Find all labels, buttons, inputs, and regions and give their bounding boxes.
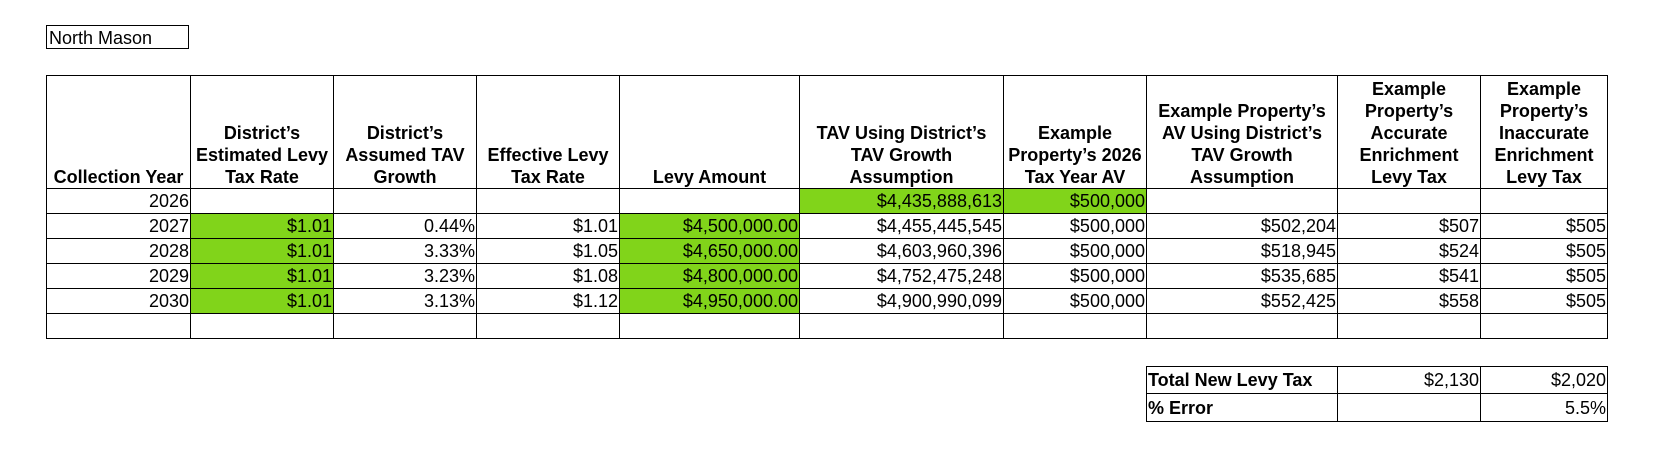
table-row: 2030 $1.01 3.13% $1.12 $4,950,000.00 $4,900,9…: [46, 288, 1608, 314]
table-cell[interactable]: $1.01: [190, 238, 334, 264]
table-cell[interactable]: 3.13%: [333, 288, 477, 314]
table-cell[interactable]: 2030: [46, 288, 191, 314]
table-cell[interactable]: $505: [1480, 238, 1608, 264]
table-cell[interactable]: $505: [1480, 263, 1608, 289]
table-cell[interactable]: $4,800,000.00: [619, 263, 800, 289]
table-cell[interactable]: $4,900,990,099: [799, 288, 1004, 314]
table-cell[interactable]: $1.01: [476, 213, 620, 239]
table-cell[interactable]: [46, 313, 191, 339]
totals-cell[interactable]: $2,020: [1480, 366, 1608, 394]
column-header[interactable]: Levy Amount: [619, 75, 800, 189]
column-header[interactable]: TAV Using District’s TAV Growth Assumpti…: [799, 75, 1004, 189]
table-cell[interactable]: $4,435,888,613: [799, 188, 1004, 214]
table-cell[interactable]: [1146, 313, 1338, 339]
table-cell[interactable]: 2029: [46, 263, 191, 289]
table-cell[interactable]: 2028: [46, 238, 191, 264]
column-header[interactable]: Effective Levy Tax Rate: [476, 75, 620, 189]
column-header[interactable]: Example Property’s Inaccurate Enrichment…: [1480, 75, 1608, 189]
column-header[interactable]: Example Property’s AV Using District’s T…: [1146, 75, 1338, 189]
table-cell[interactable]: [1337, 188, 1481, 214]
table-cell[interactable]: [333, 313, 477, 339]
table-cell[interactable]: [619, 188, 800, 214]
table-cell[interactable]: $505: [1480, 213, 1608, 239]
table-row: 2029 $1.01 3.23% $1.08 $4,800,000.00 $4,752,4…: [46, 263, 1608, 289]
table-cell[interactable]: $1.05: [476, 238, 620, 264]
table-cell[interactable]: 2027: [46, 213, 191, 239]
table-cell[interactable]: $524: [1337, 238, 1481, 264]
table-cell[interactable]: $500,000: [1003, 238, 1147, 264]
table-cell[interactable]: [476, 188, 620, 214]
table-cell[interactable]: [476, 313, 620, 339]
table-cell[interactable]: [190, 188, 334, 214]
totals-cell[interactable]: [1337, 393, 1481, 422]
table-cell[interactable]: $4,455,445,545: [799, 213, 1004, 239]
column-header[interactable]: District’s Assumed TAV Growth: [333, 75, 477, 189]
table-cell[interactable]: $558: [1337, 288, 1481, 314]
table-cell[interactable]: $535,685: [1146, 263, 1338, 289]
table-cell[interactable]: 2026: [46, 188, 191, 214]
table-row: 2026 $4,435,888,613 $500,000: [46, 188, 1608, 214]
table-cell[interactable]: [619, 313, 800, 339]
table-cell[interactable]: 0.44%: [333, 213, 477, 239]
levy-table: Collection Year District’s Estimated Levy…: [46, 75, 1608, 339]
table-cell[interactable]: $4,603,960,396: [799, 238, 1004, 264]
column-header[interactable]: District’s Estimated Levy Tax Rate: [190, 75, 334, 189]
table-cell[interactable]: $4,500,000.00: [619, 213, 800, 239]
table-cell[interactable]: $502,204: [1146, 213, 1338, 239]
table-cell[interactable]: [799, 313, 1004, 339]
table-cell[interactable]: [1003, 313, 1147, 339]
table-cell[interactable]: $4,950,000.00: [619, 288, 800, 314]
totals-row: Total New Levy Tax $2,130 $2,020: [1146, 366, 1608, 394]
table-cell[interactable]: $507: [1337, 213, 1481, 239]
column-header[interactable]: Example Property’s 2026 Tax Year AV: [1003, 75, 1147, 189]
table-cell[interactable]: $1.01: [190, 213, 334, 239]
table-cell[interactable]: $500,000: [1003, 288, 1147, 314]
table-cell[interactable]: [1337, 313, 1481, 339]
header-row: Collection Year District’s Estimated Levy…: [46, 75, 1608, 189]
table-cell[interactable]: $500,000: [1003, 263, 1147, 289]
table-cell[interactable]: $4,650,000.00: [619, 238, 800, 264]
table-cell[interactable]: $1.01: [190, 263, 334, 289]
totals-row: % Error 5.5%: [1146, 393, 1608, 422]
table-cell[interactable]: 3.33%: [333, 238, 477, 264]
table-row: 2028 $1.01 3.33% $1.05 $4,650,000.00 $4,603,9…: [46, 238, 1608, 264]
totals-label[interactable]: Total New Levy Tax: [1146, 366, 1338, 394]
totals-cell[interactable]: 5.5%: [1480, 393, 1608, 422]
column-header[interactable]: Collection Year: [46, 75, 191, 189]
table-cell[interactable]: [333, 188, 477, 214]
totals-cell[interactable]: $2,130: [1337, 366, 1481, 394]
totals-label[interactable]: % Error: [1146, 393, 1338, 422]
table-cell[interactable]: $500,000: [1003, 188, 1147, 214]
table-cell[interactable]: $500,000: [1003, 213, 1147, 239]
table-row: 2027 $1.01 0.44% $1.01 $4,500,000.00 $4,455,4…: [46, 213, 1608, 239]
table-cell[interactable]: $1.12: [476, 288, 620, 314]
table-cell[interactable]: [1480, 188, 1608, 214]
totals-table: Total New Levy Tax $2,130 $2,020% Error 5.5…: [1146, 366, 1608, 422]
table-cell[interactable]: $518,945: [1146, 238, 1338, 264]
district-name-cell[interactable]: North Mason: [46, 25, 189, 49]
column-header[interactable]: Example Property’s Accurate Enrichment L…: [1337, 75, 1481, 189]
table-cell[interactable]: 3.23%: [333, 263, 477, 289]
table-cell[interactable]: $552,425: [1146, 288, 1338, 314]
table-cell[interactable]: [1146, 188, 1338, 214]
table-cell[interactable]: [1480, 313, 1608, 339]
table-cell[interactable]: [190, 313, 334, 339]
table-cell[interactable]: $505: [1480, 288, 1608, 314]
table-cell[interactable]: $4,752,475,248: [799, 263, 1004, 289]
table-cell[interactable]: $1.01: [190, 288, 334, 314]
table-cell[interactable]: $541: [1337, 263, 1481, 289]
table-cell[interactable]: $1.08: [476, 263, 620, 289]
table-row: [46, 313, 1608, 339]
